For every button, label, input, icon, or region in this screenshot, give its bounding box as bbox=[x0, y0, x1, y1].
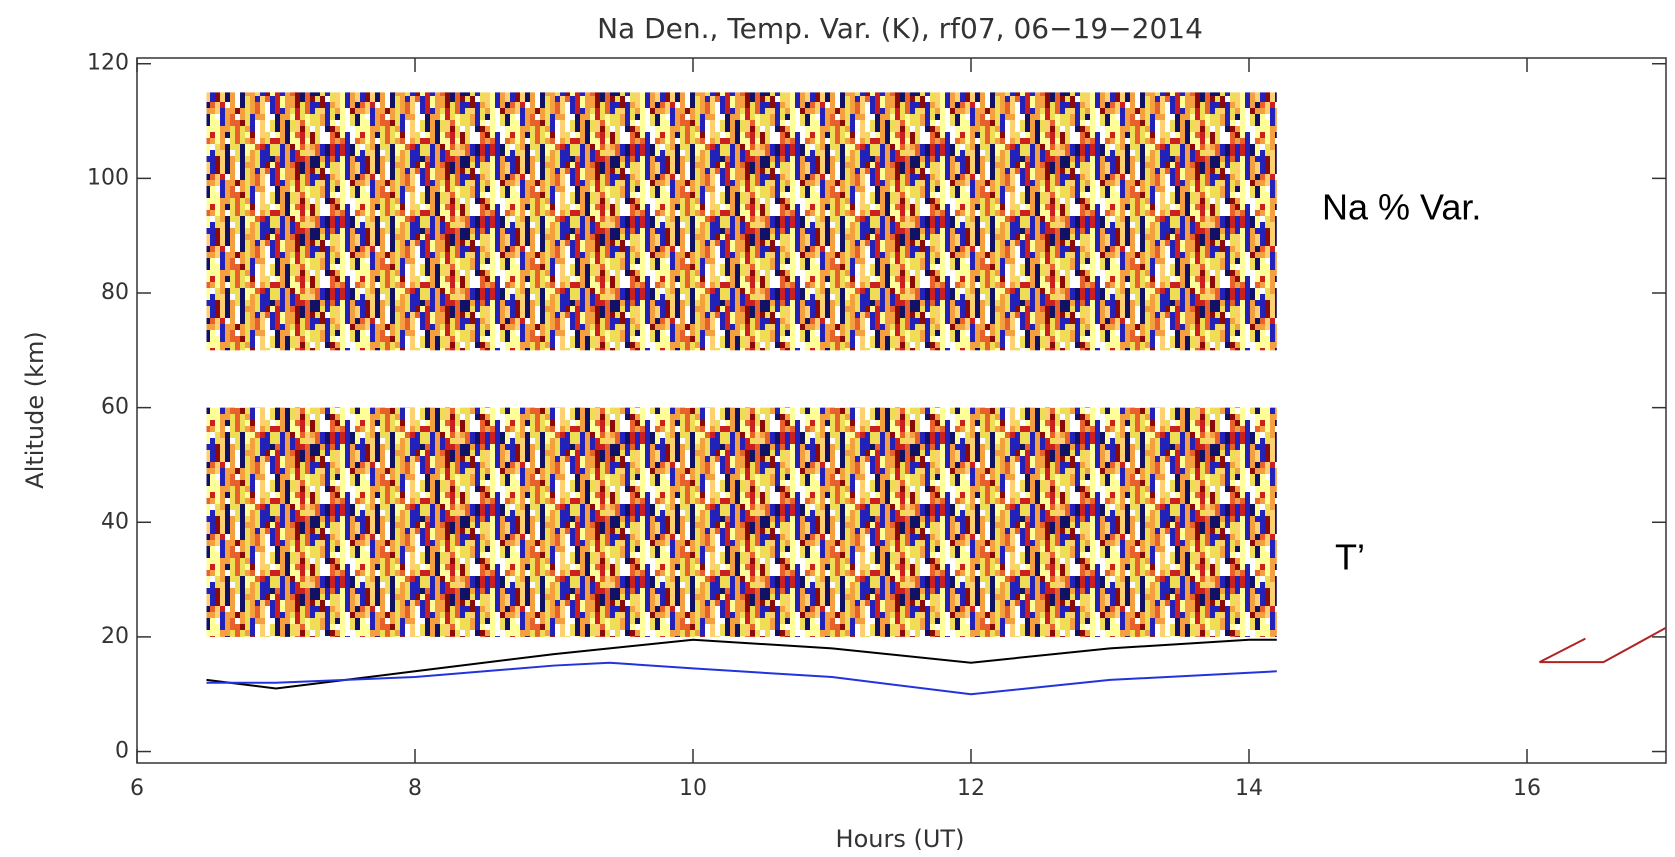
annotation: T’ bbox=[1335, 537, 1365, 578]
y-tick-label: 0 bbox=[115, 739, 129, 764]
series-line bbox=[206, 661, 1277, 696]
annotation: Na % Var. bbox=[1322, 187, 1481, 228]
y-tick-label: 100 bbox=[87, 165, 129, 190]
y-tick-label: 80 bbox=[101, 280, 129, 305]
plot-frame bbox=[136, 57, 1667, 764]
y-tick-label: 60 bbox=[101, 395, 129, 420]
heat-panel bbox=[206, 407, 1277, 637]
heat-panel bbox=[206, 92, 1277, 351]
x-tick-label: 12 bbox=[957, 776, 985, 801]
x-tick-label: 8 bbox=[408, 776, 422, 801]
series-line bbox=[1539, 626, 1667, 664]
x-axis-label: Hours (UT) bbox=[836, 825, 965, 853]
y-axis-label: Altitude (km) bbox=[21, 331, 49, 488]
y-tick-label: 120 bbox=[87, 51, 129, 76]
x-tick-label: 14 bbox=[1235, 776, 1263, 801]
y-tick-label: 20 bbox=[101, 624, 129, 649]
x-tick-label: 16 bbox=[1513, 776, 1541, 801]
x-tick-label: 6 bbox=[130, 776, 144, 801]
x-tick-label: 10 bbox=[679, 776, 707, 801]
series-line bbox=[206, 638, 1277, 690]
y-tick-label: 40 bbox=[101, 509, 129, 534]
chart-title: Na Den., Temp. Var. (K), rf07, 06−19−201… bbox=[597, 12, 1203, 45]
